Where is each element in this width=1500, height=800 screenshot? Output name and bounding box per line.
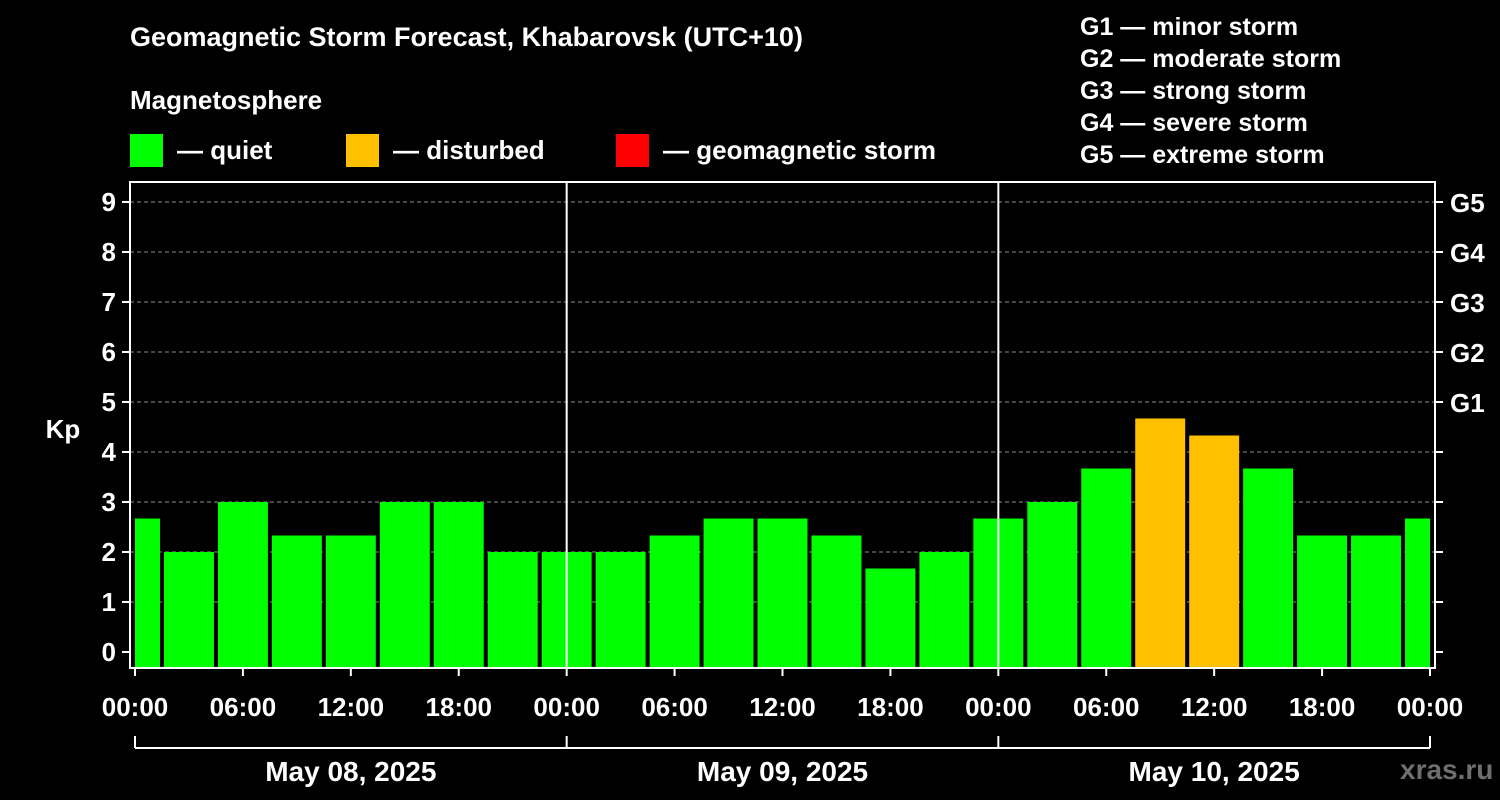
kp-bar-5 — [379, 502, 430, 668]
kp-bar-14 — [865, 568, 916, 668]
kp-bar-12 — [757, 518, 808, 668]
x-tick-label-2: 12:00 — [318, 692, 385, 722]
x-tick-label-11: 18:00 — [1289, 692, 1356, 722]
kp-bar-0 — [135, 518, 160, 668]
kp-bar-7 — [487, 552, 538, 668]
y-tick-label-6: 6 — [102, 337, 116, 367]
y-tick-label-5: 5 — [102, 387, 116, 417]
x-tick-label-5: 06:00 — [641, 692, 708, 722]
y-tick-label-4: 4 — [102, 437, 117, 467]
legend-quiet: — quiet — [130, 133, 272, 167]
legend-swatch-disturbed — [346, 133, 379, 167]
legend-label-quiet: — quiet — [177, 134, 273, 165]
kp-bar-20 — [1189, 435, 1240, 668]
x-tick-label-8: 00:00 — [965, 692, 1032, 722]
g-scale-label-g1: G1 — [1450, 388, 1485, 418]
legend-swatch-quiet — [130, 133, 163, 167]
kp-bar-18 — [1081, 468, 1132, 668]
kp-bar-3 — [271, 535, 322, 668]
y-tick-label-3: 3 — [102, 487, 116, 517]
x-tick-label-4: 00:00 — [533, 692, 600, 722]
y-tick-label-1: 1 — [102, 587, 116, 617]
kp-bar-6 — [433, 502, 484, 668]
g-scale-label-g2: G2 — [1450, 338, 1485, 368]
x-tick-label-12: 00:00 — [1397, 692, 1464, 722]
y-axis-label: Kp — [46, 414, 81, 444]
scale-g5: G5 — extreme storm — [1080, 141, 1325, 169]
x-tick-label-6: 12:00 — [749, 692, 816, 722]
legend-subtitle: Magnetosphere — [130, 85, 323, 115]
kp-bar-22 — [1297, 535, 1348, 668]
y-tick-label-9: 9 — [102, 187, 116, 217]
kp-bar-2 — [217, 502, 268, 668]
legend-label-storm: — geomagnetic storm — [663, 134, 937, 165]
y-tick-label-8: 8 — [102, 237, 116, 267]
x-tick-label-7: 18:00 — [857, 692, 924, 722]
kp-bar-17 — [1027, 502, 1078, 668]
kp-bar-9 — [595, 552, 646, 668]
kp-bar-13 — [811, 535, 862, 668]
scale-g1: G1 — minor storm — [1080, 13, 1299, 41]
scale-g3: G3 — strong storm — [1080, 77, 1307, 105]
x-tick-label-10: 12:00 — [1181, 692, 1248, 722]
y-tick-label-7: 7 — [102, 287, 116, 317]
scale-g2: G2 — moderate storm — [1080, 45, 1342, 73]
g-scale-label-g4: G4 — [1450, 238, 1485, 268]
kp-bar-10 — [649, 535, 700, 668]
legend-storm: — geomagnetic storm — [616, 133, 936, 167]
kp-bar-23 — [1351, 535, 1402, 668]
legend-swatch-storm — [616, 133, 649, 167]
day-label-3: May 10, 2025 — [1129, 756, 1300, 787]
y-tick-label-0: 0 — [102, 637, 116, 667]
chart-title: Geomagnetic Storm Forecast, Khabarovsk (… — [130, 22, 803, 52]
day-label-2: May 09, 2025 — [697, 756, 868, 787]
legend-disturbed: — disturbed — [346, 133, 545, 167]
kp-bar-21 — [1243, 468, 1294, 668]
y-tick-label-2: 2 — [102, 537, 116, 567]
bar-series — [135, 418, 1430, 668]
x-tick-label-0: 00:00 — [102, 692, 169, 722]
legend-label-disturbed: — disturbed — [393, 134, 545, 165]
scale-g4: G4 — severe storm — [1080, 109, 1308, 137]
kp-bar-19 — [1135, 418, 1186, 668]
kp-bar-11 — [703, 518, 754, 668]
kp-bar-24 — [1405, 518, 1430, 668]
watermark: xras.ru — [1400, 754, 1494, 785]
x-tick-label-9: 06:00 — [1073, 692, 1140, 722]
kp-bar-15 — [919, 552, 970, 668]
x-tick-label-1: 06:00 — [210, 692, 277, 722]
g-scale-label-g3: G3 — [1450, 288, 1485, 318]
kp-bar-4 — [325, 535, 376, 668]
day-label-1: May 08, 2025 — [265, 756, 436, 787]
g-scale-label-g5: G5 — [1450, 188, 1485, 218]
kp-bar-1 — [163, 552, 214, 668]
x-tick-label-3: 18:00 — [426, 692, 493, 722]
